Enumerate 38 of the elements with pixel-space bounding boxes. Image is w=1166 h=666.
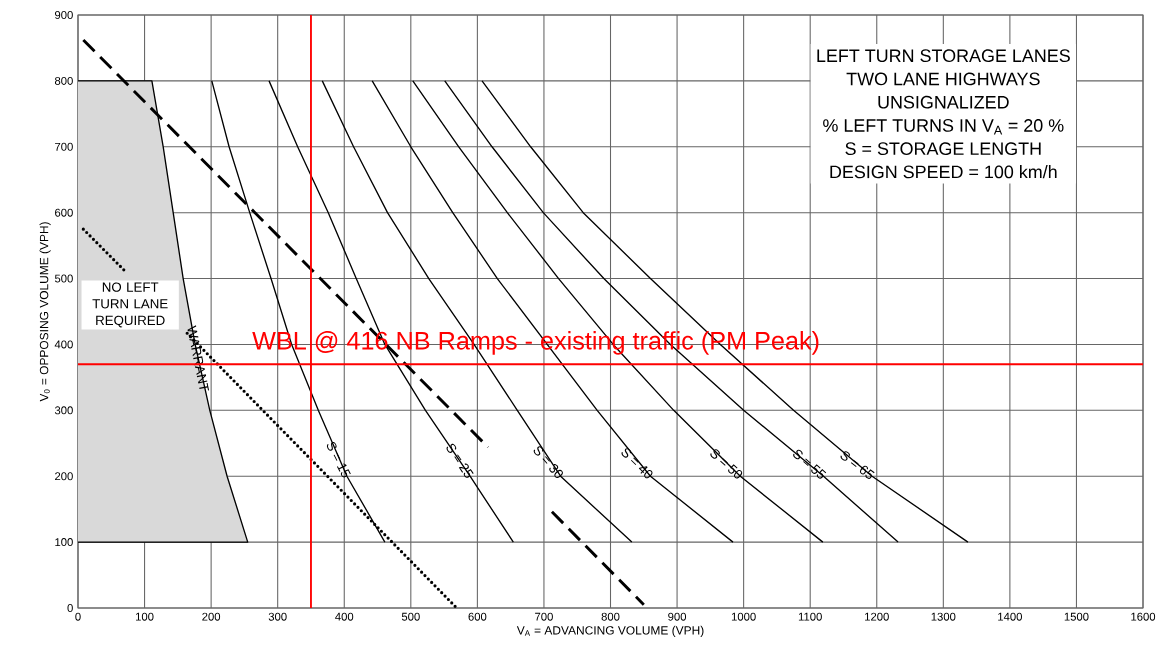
x-tick-label: 600 [468, 612, 487, 621]
annotation: UNSIGNALIZED [878, 95, 1009, 109]
x-tick-label: 1400 [998, 612, 1022, 621]
x-tick-label: 400 [335, 612, 354, 621]
annotation: DESIGN SPEED = 100 km/h [830, 165, 1057, 179]
y-tick-label: 0 [67, 604, 73, 612]
y-tick-label: 800 [54, 76, 73, 85]
y-tick-label: 100 [55, 538, 73, 547]
annotation: % LEFT TURNS IN V$_{A}$ = 20 % [823, 119, 1064, 135]
x-tick-label: 100 [136, 612, 154, 621]
x-tick-label: 1100 [798, 612, 822, 621]
x-tick-label: 1600 [1131, 612, 1156, 621]
y-tick-label: 200 [55, 472, 73, 481]
text: S = 25 [446, 443, 474, 478]
x-tick-label: 1200 [865, 612, 889, 621]
x-tick-label: 1500 [1064, 612, 1089, 621]
text: S = 30 [533, 446, 563, 479]
annotation: S = STORAGE LENGTH [845, 142, 1041, 156]
x-tick-label: 1300 [931, 612, 956, 621]
y-tick-label: 600 [55, 208, 73, 217]
x-tick-label: 700 [535, 612, 553, 621]
x-axis-title: V$_{A}$ = ADVANCING VOLUME (VPH) [516, 625, 704, 637]
text: LEFT TURN STORAGE LANES [817, 49, 1070, 63]
y-axis-title: V$_{0}$ = OPPOSING VOLUME (VPH) [39, 222, 51, 402]
y-tick-label: 400 [54, 340, 73, 349]
annotation: NO LEFT TURN LANE REQUIRED [92, 282, 168, 328]
y-tick-label: 300 [54, 406, 73, 415]
y-tick-label: 900 [54, 11, 73, 19]
x-tick-label: 0 [75, 612, 81, 621]
y-tick-label: 500 [54, 274, 73, 283]
y-tick-label: 700 [55, 142, 73, 151]
x-tick-label: 1000 [731, 612, 756, 621]
x-tick-label: 200 [202, 612, 221, 621]
text: TWO LANE HIGHWAYS [846, 72, 1040, 86]
x-tick-label: 500 [401, 612, 420, 621]
x-tick-label: 800 [601, 612, 620, 621]
x-tick-label: 300 [268, 612, 287, 621]
x-tick-label: 900 [668, 612, 687, 621]
